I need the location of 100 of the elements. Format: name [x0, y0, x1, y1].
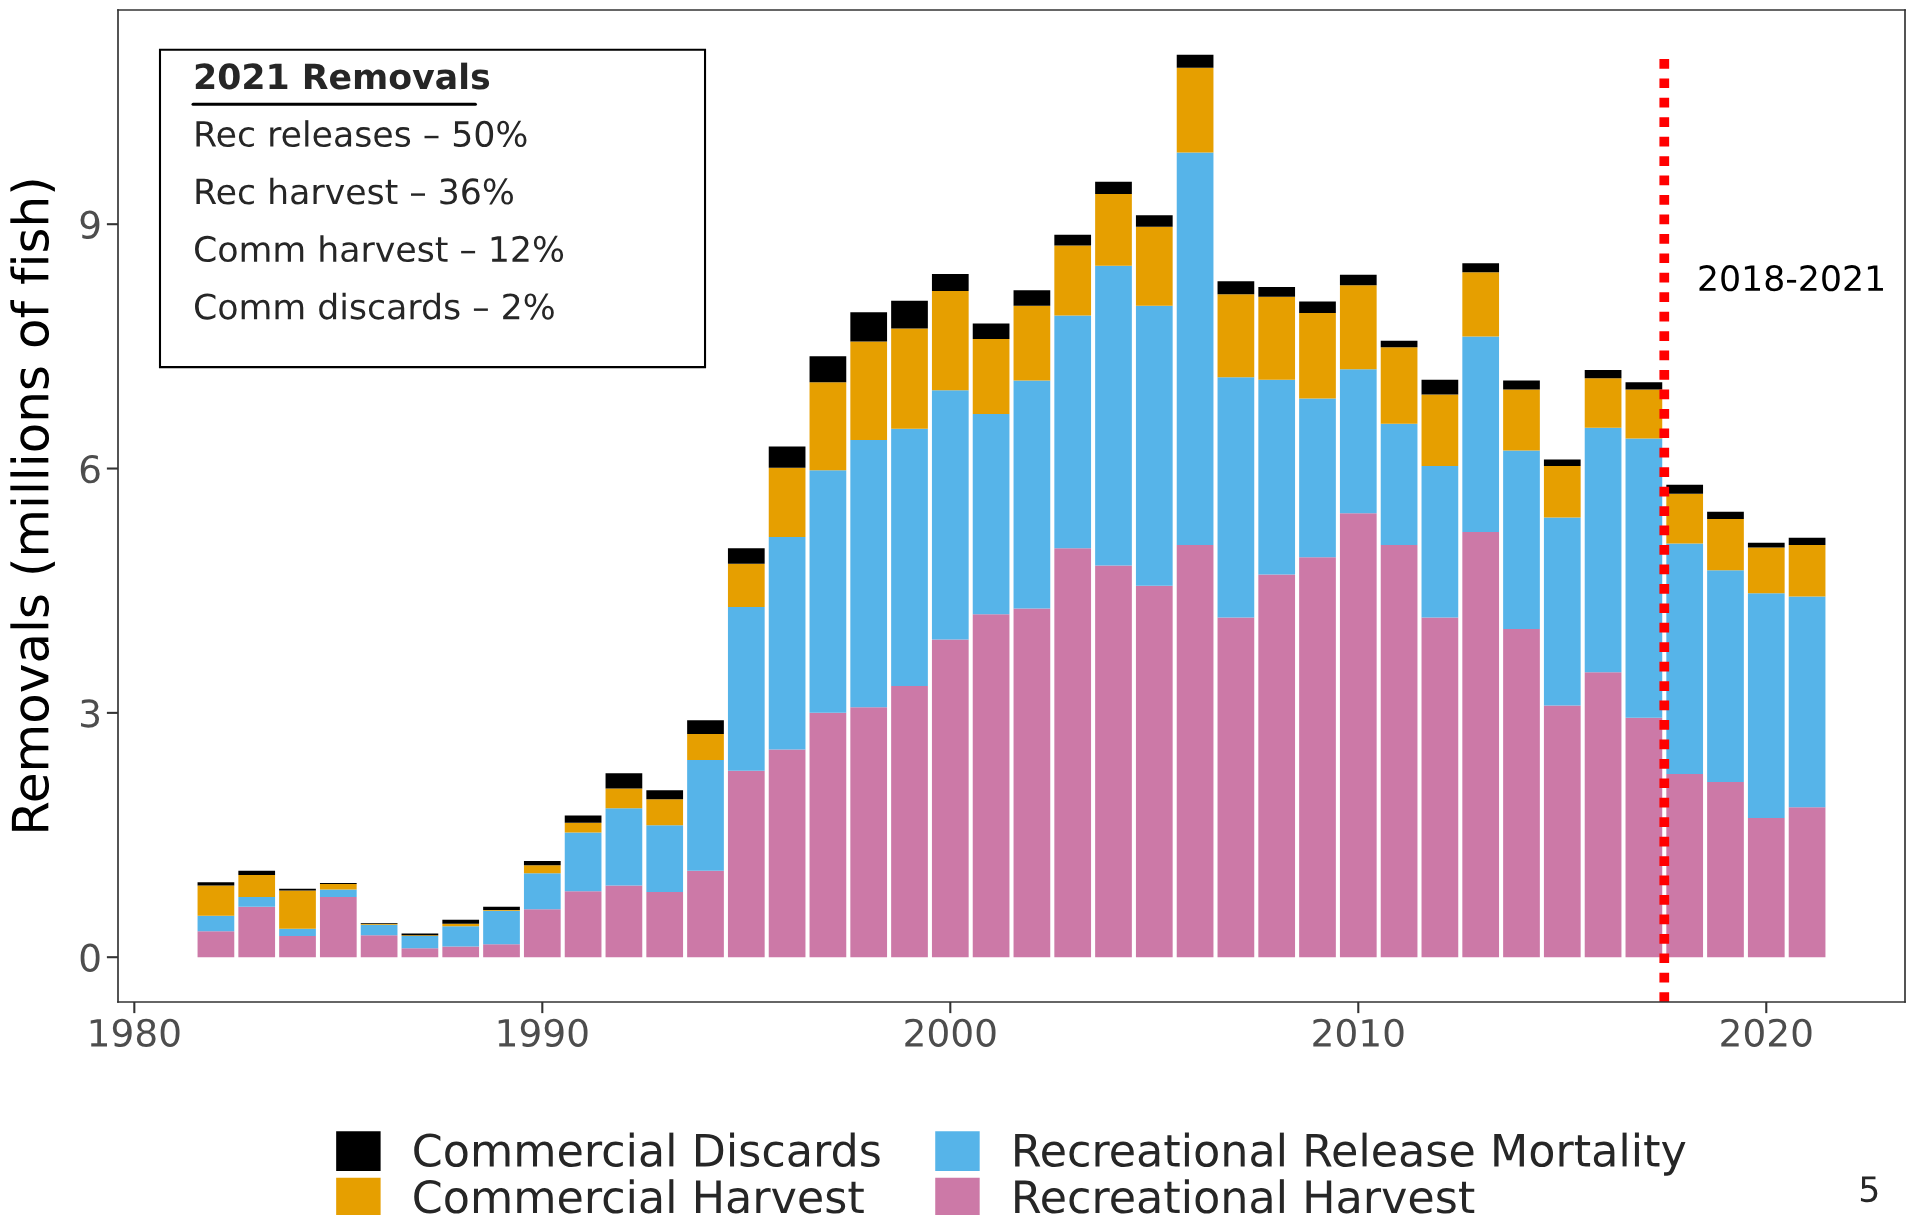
bar [1788, 537, 1826, 546]
bar [523, 865, 561, 874]
bar [1299, 557, 1336, 958]
bar [360, 924, 398, 936]
bar [1095, 194, 1132, 266]
bar [1299, 312, 1336, 399]
bar [483, 944, 520, 958]
bar [1666, 484, 1704, 494]
bar [197, 882, 235, 886]
bar [1380, 340, 1418, 348]
bar [646, 892, 684, 958]
bar [809, 356, 847, 383]
bar [1054, 315, 1092, 549]
bar [727, 563, 765, 607]
bar [850, 312, 888, 342]
bar [197, 885, 235, 916]
x-tick-label: 2000 [905, 1018, 996, 1047]
bar [1054, 245, 1092, 316]
bar [931, 290, 969, 391]
bar [768, 446, 806, 468]
bar [1135, 585, 1173, 958]
bar [1543, 459, 1581, 467]
bar [687, 734, 724, 761]
bar [687, 720, 724, 735]
bar [931, 273, 969, 291]
bar [1666, 543, 1704, 774]
bar [1421, 394, 1459, 467]
bar [1095, 181, 1132, 195]
bar [605, 885, 643, 958]
bar [1788, 807, 1826, 958]
bar [1707, 519, 1744, 571]
bar [1176, 152, 1214, 546]
bar [238, 874, 276, 897]
legend-label: Recreational Release Mortality [1015, 1132, 1686, 1176]
bar [1095, 565, 1132, 958]
bar [850, 440, 888, 708]
bar [442, 919, 480, 924]
bar [809, 470, 847, 713]
bar [605, 808, 643, 886]
bar [1258, 379, 1296, 575]
annotation: Comm harvest – 12% [195, 235, 564, 263]
bar [1462, 336, 1500, 533]
bar [564, 815, 602, 823]
bar [319, 883, 357, 890]
bar [1543, 705, 1581, 958]
bar [1258, 574, 1296, 958]
bar [1666, 493, 1704, 544]
bar [1013, 290, 1051, 306]
bar [197, 931, 235, 958]
x-tick-label: 1990 [498, 1018, 588, 1047]
bar [1625, 389, 1663, 439]
bar [809, 712, 847, 958]
bar [238, 906, 276, 958]
bar [1013, 380, 1051, 609]
bar [1625, 438, 1663, 718]
bar [523, 873, 561, 910]
bar [727, 770, 765, 958]
bar [972, 413, 1010, 615]
ref-line-label: 2018-2021 [1699, 265, 1883, 292]
bar [850, 341, 888, 441]
x-tick-label: 2010 [1313, 1018, 1404, 1047]
bar [1421, 466, 1459, 618]
bar [1584, 378, 1622, 428]
bar [238, 896, 276, 907]
bar [972, 339, 1010, 414]
bar [687, 760, 724, 871]
bar [891, 300, 928, 329]
bar [1788, 545, 1826, 597]
bar [1666, 773, 1704, 958]
bar [442, 926, 480, 947]
x-tick-label: 2020 [1721, 1018, 1812, 1047]
annotation: 2021 Removals [195, 62, 490, 90]
bar [1176, 545, 1214, 958]
bar [279, 890, 316, 929]
bar [319, 889, 357, 897]
bar [1503, 380, 1540, 390]
text: 5 [1860, 1176, 1878, 1203]
bar [768, 536, 806, 750]
bar [360, 935, 398, 958]
bar [972, 614, 1010, 958]
bar [1135, 215, 1173, 227]
y-axis-title: Removals (millions of fish) [10, 180, 55, 831]
bar [1339, 369, 1377, 514]
bar [1339, 285, 1377, 370]
bar [1176, 67, 1214, 153]
bar [1013, 305, 1051, 381]
annotation: Rec releases – 50% [196, 120, 527, 148]
bar [1747, 817, 1785, 958]
bar [605, 773, 643, 789]
bar [564, 832, 602, 892]
bar [768, 749, 806, 958]
bar [1584, 672, 1622, 958]
bar [1299, 398, 1336, 558]
bar [279, 936, 316, 958]
bar [1339, 274, 1377, 286]
bar [1339, 513, 1377, 958]
bar [564, 891, 602, 958]
bar [1095, 265, 1132, 566]
bar [401, 948, 439, 958]
legend-label: Recreational Harvest [1015, 1179, 1475, 1214]
